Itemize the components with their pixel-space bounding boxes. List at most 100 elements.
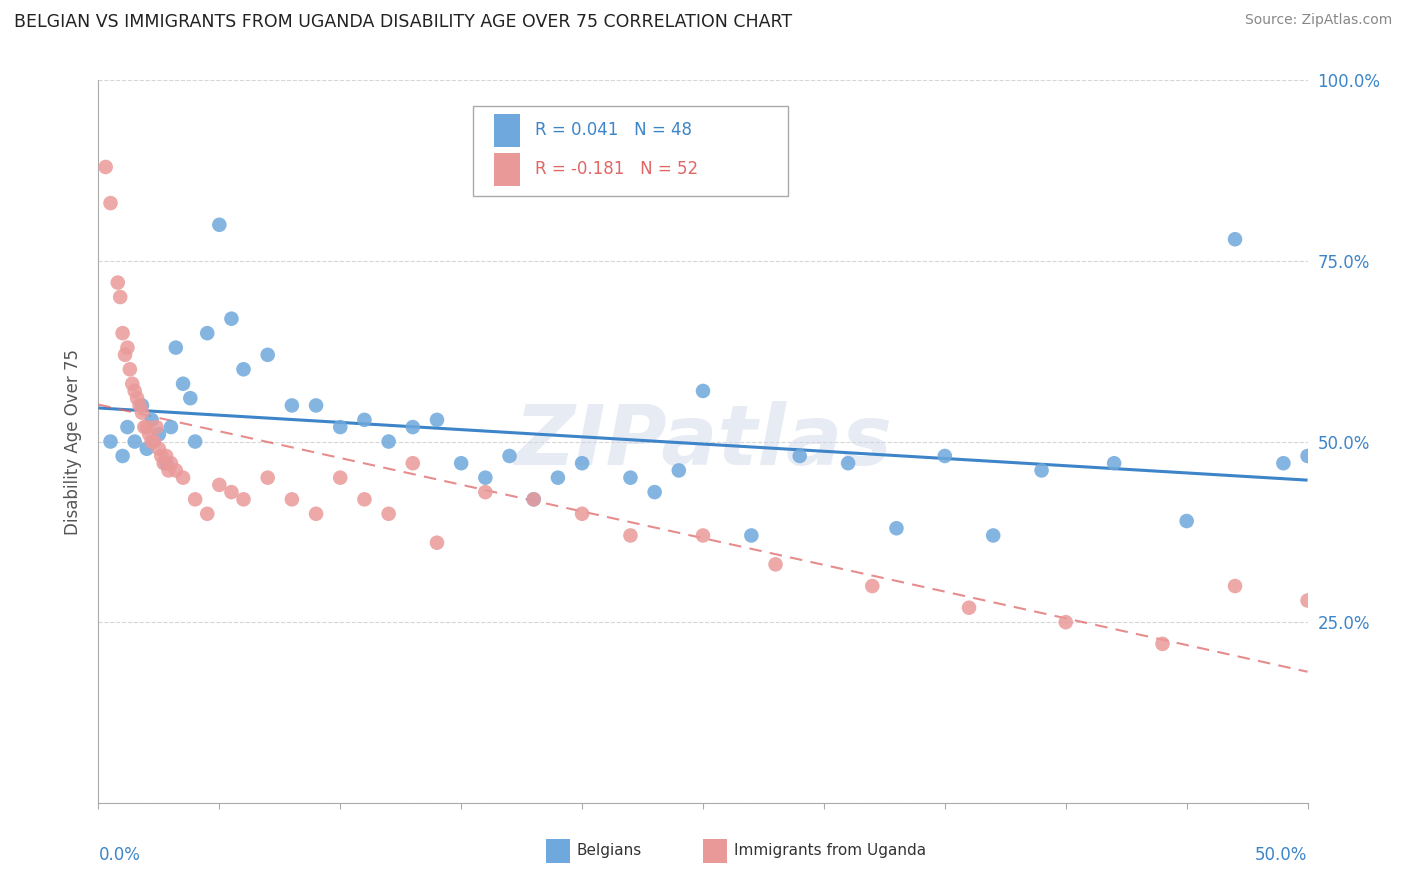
Point [571,456,593,470]
Point [1296,593,1319,607]
Point [184,434,207,449]
Point [402,420,425,434]
Point [692,528,714,542]
Point [1152,637,1174,651]
Point [1102,456,1125,470]
Point [155,449,177,463]
Point [934,449,956,463]
Point [426,413,449,427]
Point [124,384,146,398]
Point [128,398,150,412]
Point [305,507,328,521]
Text: ZIPatlas: ZIPatlas [515,401,891,482]
Point [474,485,496,500]
Point [117,341,139,355]
Point [837,456,859,470]
Point [160,456,183,470]
Point [450,456,472,470]
Point [134,420,156,434]
Point [117,420,139,434]
Point [150,449,173,463]
Text: Belgians: Belgians [576,843,641,858]
Point [111,449,134,463]
Text: R = 0.041   N = 48: R = 0.041 N = 48 [534,121,692,139]
Point [108,290,131,304]
Point [1272,456,1295,470]
Point [172,471,194,485]
Point [145,420,167,434]
Point [157,463,180,477]
Point [523,492,546,507]
Point [1223,579,1246,593]
Point [124,434,146,449]
Point [111,326,134,341]
Point [148,442,170,456]
Point [256,348,278,362]
FancyBboxPatch shape [474,105,787,196]
Point [740,528,762,542]
Point [208,218,231,232]
Point [329,471,352,485]
Point [208,478,231,492]
Point [1031,463,1053,477]
Point [100,434,122,449]
Point [195,507,218,521]
Point [114,348,136,362]
Point [107,276,129,290]
Point [131,398,153,412]
Point [221,485,243,500]
Point [981,528,1004,542]
Point [619,471,641,485]
Text: Immigrants from Uganda: Immigrants from Uganda [734,843,927,858]
Point [886,521,908,535]
Bar [703,838,727,863]
Point [152,456,174,470]
Text: Source: ZipAtlas.com: Source: ZipAtlas.com [1244,13,1392,28]
Point [474,471,496,485]
Point [644,485,666,500]
Point [165,463,187,477]
Point [619,528,641,542]
Text: R = -0.181   N = 52: R = -0.181 N = 52 [534,161,697,178]
Point [1296,449,1319,463]
Point [143,434,166,449]
Point [523,492,546,507]
Text: BELGIAN VS IMMIGRANTS FROM UGANDA DISABILITY AGE OVER 75 CORRELATION CHART: BELGIAN VS IMMIGRANTS FROM UGANDA DISABI… [14,13,792,31]
Point [1054,615,1077,630]
Point [100,196,122,211]
Point [281,492,304,507]
Point [195,326,218,341]
Point [377,434,399,449]
Point [232,492,254,507]
Point [353,413,375,427]
Point [692,384,714,398]
Bar [546,838,569,863]
Point [860,579,883,593]
Point [94,160,117,174]
Point [179,391,201,405]
Point [281,398,304,412]
Text: 50.0%: 50.0% [1256,847,1308,864]
Point [353,492,375,507]
Point [127,391,149,405]
Point [426,535,449,549]
Point [138,427,160,442]
Point [305,398,328,412]
Point [957,600,980,615]
Point [377,507,399,521]
Point [232,362,254,376]
Point [329,420,352,434]
Point [135,442,157,456]
Point [131,406,153,420]
Point [141,434,163,449]
Point [118,362,141,376]
Point [155,456,177,470]
Point [221,311,243,326]
Point [256,471,278,485]
Point [184,492,207,507]
Point [571,507,593,521]
Point [148,427,170,442]
Point [498,449,520,463]
Y-axis label: Disability Age Over 75: Disability Age Over 75 [65,349,83,534]
Point [402,456,425,470]
